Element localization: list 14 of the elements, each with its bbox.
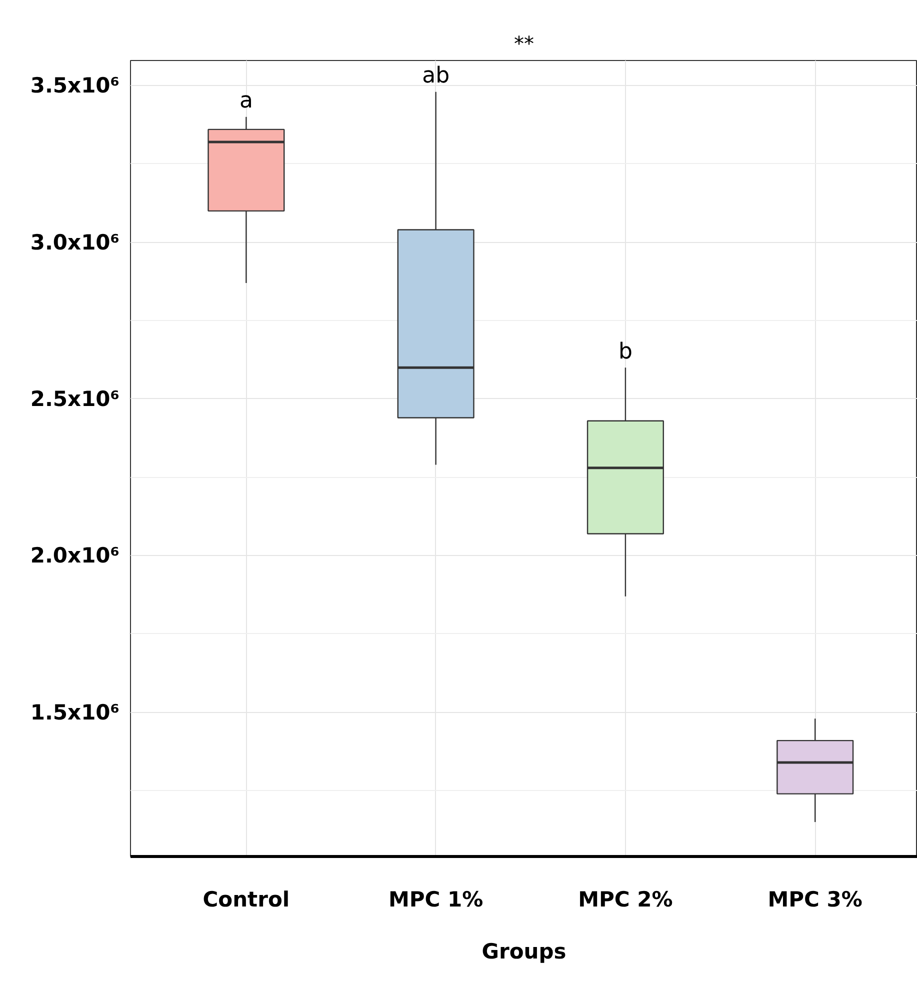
y-tick-label: 1.5x10⁶ [30, 700, 120, 724]
x-tick-label: Control [202, 888, 290, 912]
x-tick-label: MPC 2% [578, 888, 673, 912]
y-tick-label: 3.5x10⁶ [30, 74, 120, 98]
y-tick-label: 3.0x10⁶ [30, 230, 120, 254]
x-tick-label: MPC 1% [388, 888, 484, 912]
annotation: b [618, 339, 632, 364]
y-tick-label: 2.0x10⁶ [30, 544, 120, 568]
x-axis-title: Groups [482, 940, 566, 964]
chart-title: ** [514, 32, 534, 56]
annotation: a [239, 88, 253, 114]
annotation: ab [422, 64, 450, 89]
x-tick-label: MPC 3% [768, 888, 862, 912]
y-tick-label: 2.5x10⁶ [30, 386, 120, 411]
